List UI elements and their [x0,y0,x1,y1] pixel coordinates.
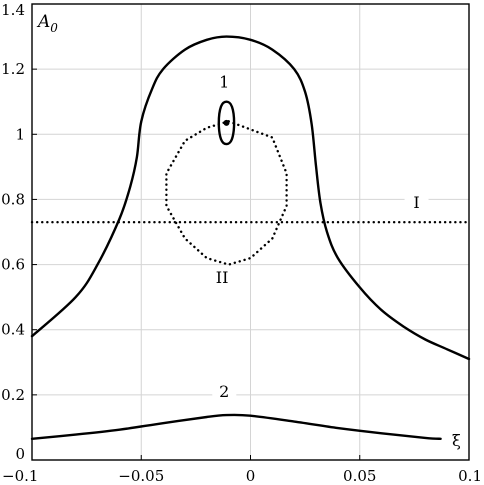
y-tick-label-4: 0.8 [1,190,25,208]
y-tick-label-5: 1 [15,125,25,143]
x-axis-label-bg [449,431,464,450]
y-tick-label-2: 0.4 [1,321,25,339]
annotation-bg-1 [212,382,237,401]
data-point-0 [223,119,230,126]
y-axis-label-main: A [36,12,50,32]
y-axis-label-sub: 0 [50,21,58,35]
x-tick-label-4: 0.1 [458,467,482,485]
series-group [30,35,471,440]
annotation-label-3: II [216,268,229,287]
series-line-1 [30,413,442,440]
x-tick-group: −0.1 −0.05 0 0.05 0.1 [2,455,482,485]
annotation-label-1: 2 [219,382,229,401]
annotation-label-2: I [413,193,419,212]
y-tick-label-7: 1.4 [1,1,25,19]
point-group [223,119,230,126]
x-tick-label-2: 0 [246,467,256,485]
x-tick-label-0: −0.1 [2,467,38,485]
y-tick-label-1: 0.2 [1,386,25,404]
grid [31,3,470,461]
y-tick-label-6: 1.2 [1,60,25,78]
annotation-label-0: 1 [219,72,229,91]
y-axis-label: A0 [36,12,58,35]
annotation-bg-0 [212,73,237,92]
x-tick-label-3: 0.05 [343,467,376,485]
x-axis-label: ξ [452,431,461,450]
y-tick-label-0: 0 [15,445,25,463]
series-line-4 [165,120,288,266]
series-line-2 [217,100,236,146]
x-tick-label-1: −0.05 [118,467,164,485]
annotation-bg-3 [210,268,235,287]
annotation-bg-2 [404,193,429,212]
y-tick-label-3: 0.6 [1,256,25,274]
series-line-0 [30,35,471,361]
y-tick-group: 0 0.2 0.4 0.6 0.8 1 1.2 1.4 [1,1,37,463]
